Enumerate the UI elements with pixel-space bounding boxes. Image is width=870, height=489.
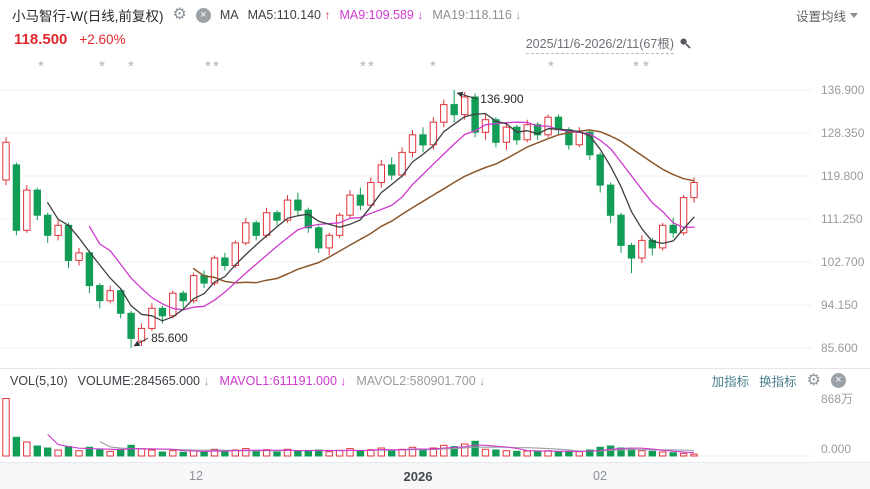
ma-settings-button[interactable]: 设置均线 bbox=[796, 6, 858, 25]
change-percent: +2.60% bbox=[79, 32, 126, 47]
vol-indicator-label: VOL(5,10) bbox=[10, 373, 68, 388]
volume-close-icon[interactable]: × bbox=[831, 373, 846, 388]
pin-icon[interactable] bbox=[679, 37, 692, 50]
chart-header: 小马智行-W(日线,前复权) ⚙ × MA MA5:110.140 ↑ MA9:… bbox=[0, 0, 870, 30]
price-axis-label: 94.150 bbox=[821, 298, 858, 312]
ma9-value: MA9:109.589 ↓ bbox=[339, 8, 424, 22]
time-axis-label: 02 bbox=[593, 469, 607, 483]
volume-axis-label: 868万 bbox=[821, 392, 854, 406]
candlestick-chart[interactable]: 136.900 85.600 bbox=[0, 58, 812, 366]
price-axis-label: 119.800 bbox=[821, 169, 864, 183]
volume-header: VOL(5,10) VOLUME:284565.000 ↓ MAVOL1:611… bbox=[0, 368, 870, 392]
ma19-value: MA19:118.116 ↓ bbox=[432, 8, 522, 22]
mavol2-down-arrow-icon: ↓ bbox=[479, 373, 486, 388]
volume-gear-icon[interactable]: ⚙ bbox=[806, 371, 821, 389]
add-indicator-button[interactable]: 加指标 bbox=[711, 375, 750, 389]
price-axis-label: 85.600 bbox=[821, 341, 858, 355]
last-price: 118.500 bbox=[14, 31, 68, 48]
mavol2-value: MAVOL2:580901.700 ↓ bbox=[356, 373, 486, 388]
price-axis-label: 128.350 bbox=[821, 126, 865, 140]
svg-text:85.600: 85.600 bbox=[151, 331, 188, 345]
time-axis[interactable]: 12 2026 02 bbox=[0, 462, 870, 489]
ma-indicator-label: MA bbox=[219, 8, 239, 22]
ma9-down-arrow-icon: ↓ bbox=[417, 8, 424, 22]
time-axis-label: 2026 bbox=[403, 469, 433, 484]
chart-title: 小马智行-W(日线,前复权) bbox=[12, 9, 164, 24]
date-range-selector[interactable]: 2025/11/6-2026/2/11(67根) bbox=[525, 33, 692, 54]
price-axis-label: 102.700 bbox=[821, 255, 865, 269]
volume-value: VOLUME:284565.000 ↓ bbox=[77, 373, 210, 388]
ma5-value: MA5:110.140 ↑ bbox=[247, 8, 331, 22]
ma5-up-arrow-icon: ↑ bbox=[324, 8, 331, 22]
price-axis-label: 136.900 bbox=[821, 83, 865, 97]
ma19-down-arrow-icon: ↓ bbox=[515, 8, 522, 22]
time-axis-label: 12 bbox=[189, 469, 203, 483]
close-icon[interactable]: × bbox=[195, 7, 211, 23]
gear-icon[interactable]: ⚙ bbox=[172, 6, 187, 23]
volume-chart[interactable] bbox=[0, 392, 812, 458]
volume-axis-label: 0.000 bbox=[821, 442, 852, 456]
mavol1-value: MAVOL1:611191.000 ↓ bbox=[219, 373, 347, 388]
date-range-text[interactable]: 2025/11/6-2026/2/11(67根) bbox=[525, 33, 674, 54]
svg-text:136.900: 136.900 bbox=[480, 92, 524, 106]
price-axis-label: 111.250 bbox=[821, 212, 863, 226]
mavol1-down-arrow-icon: ↓ bbox=[340, 373, 347, 388]
volume-down-arrow-icon: ↓ bbox=[203, 373, 210, 388]
quote-row: 118.500 +2.60% bbox=[14, 31, 126, 48]
switch-indicator-button[interactable]: 换指标 bbox=[759, 375, 797, 389]
chevron-down-icon bbox=[850, 12, 858, 18]
